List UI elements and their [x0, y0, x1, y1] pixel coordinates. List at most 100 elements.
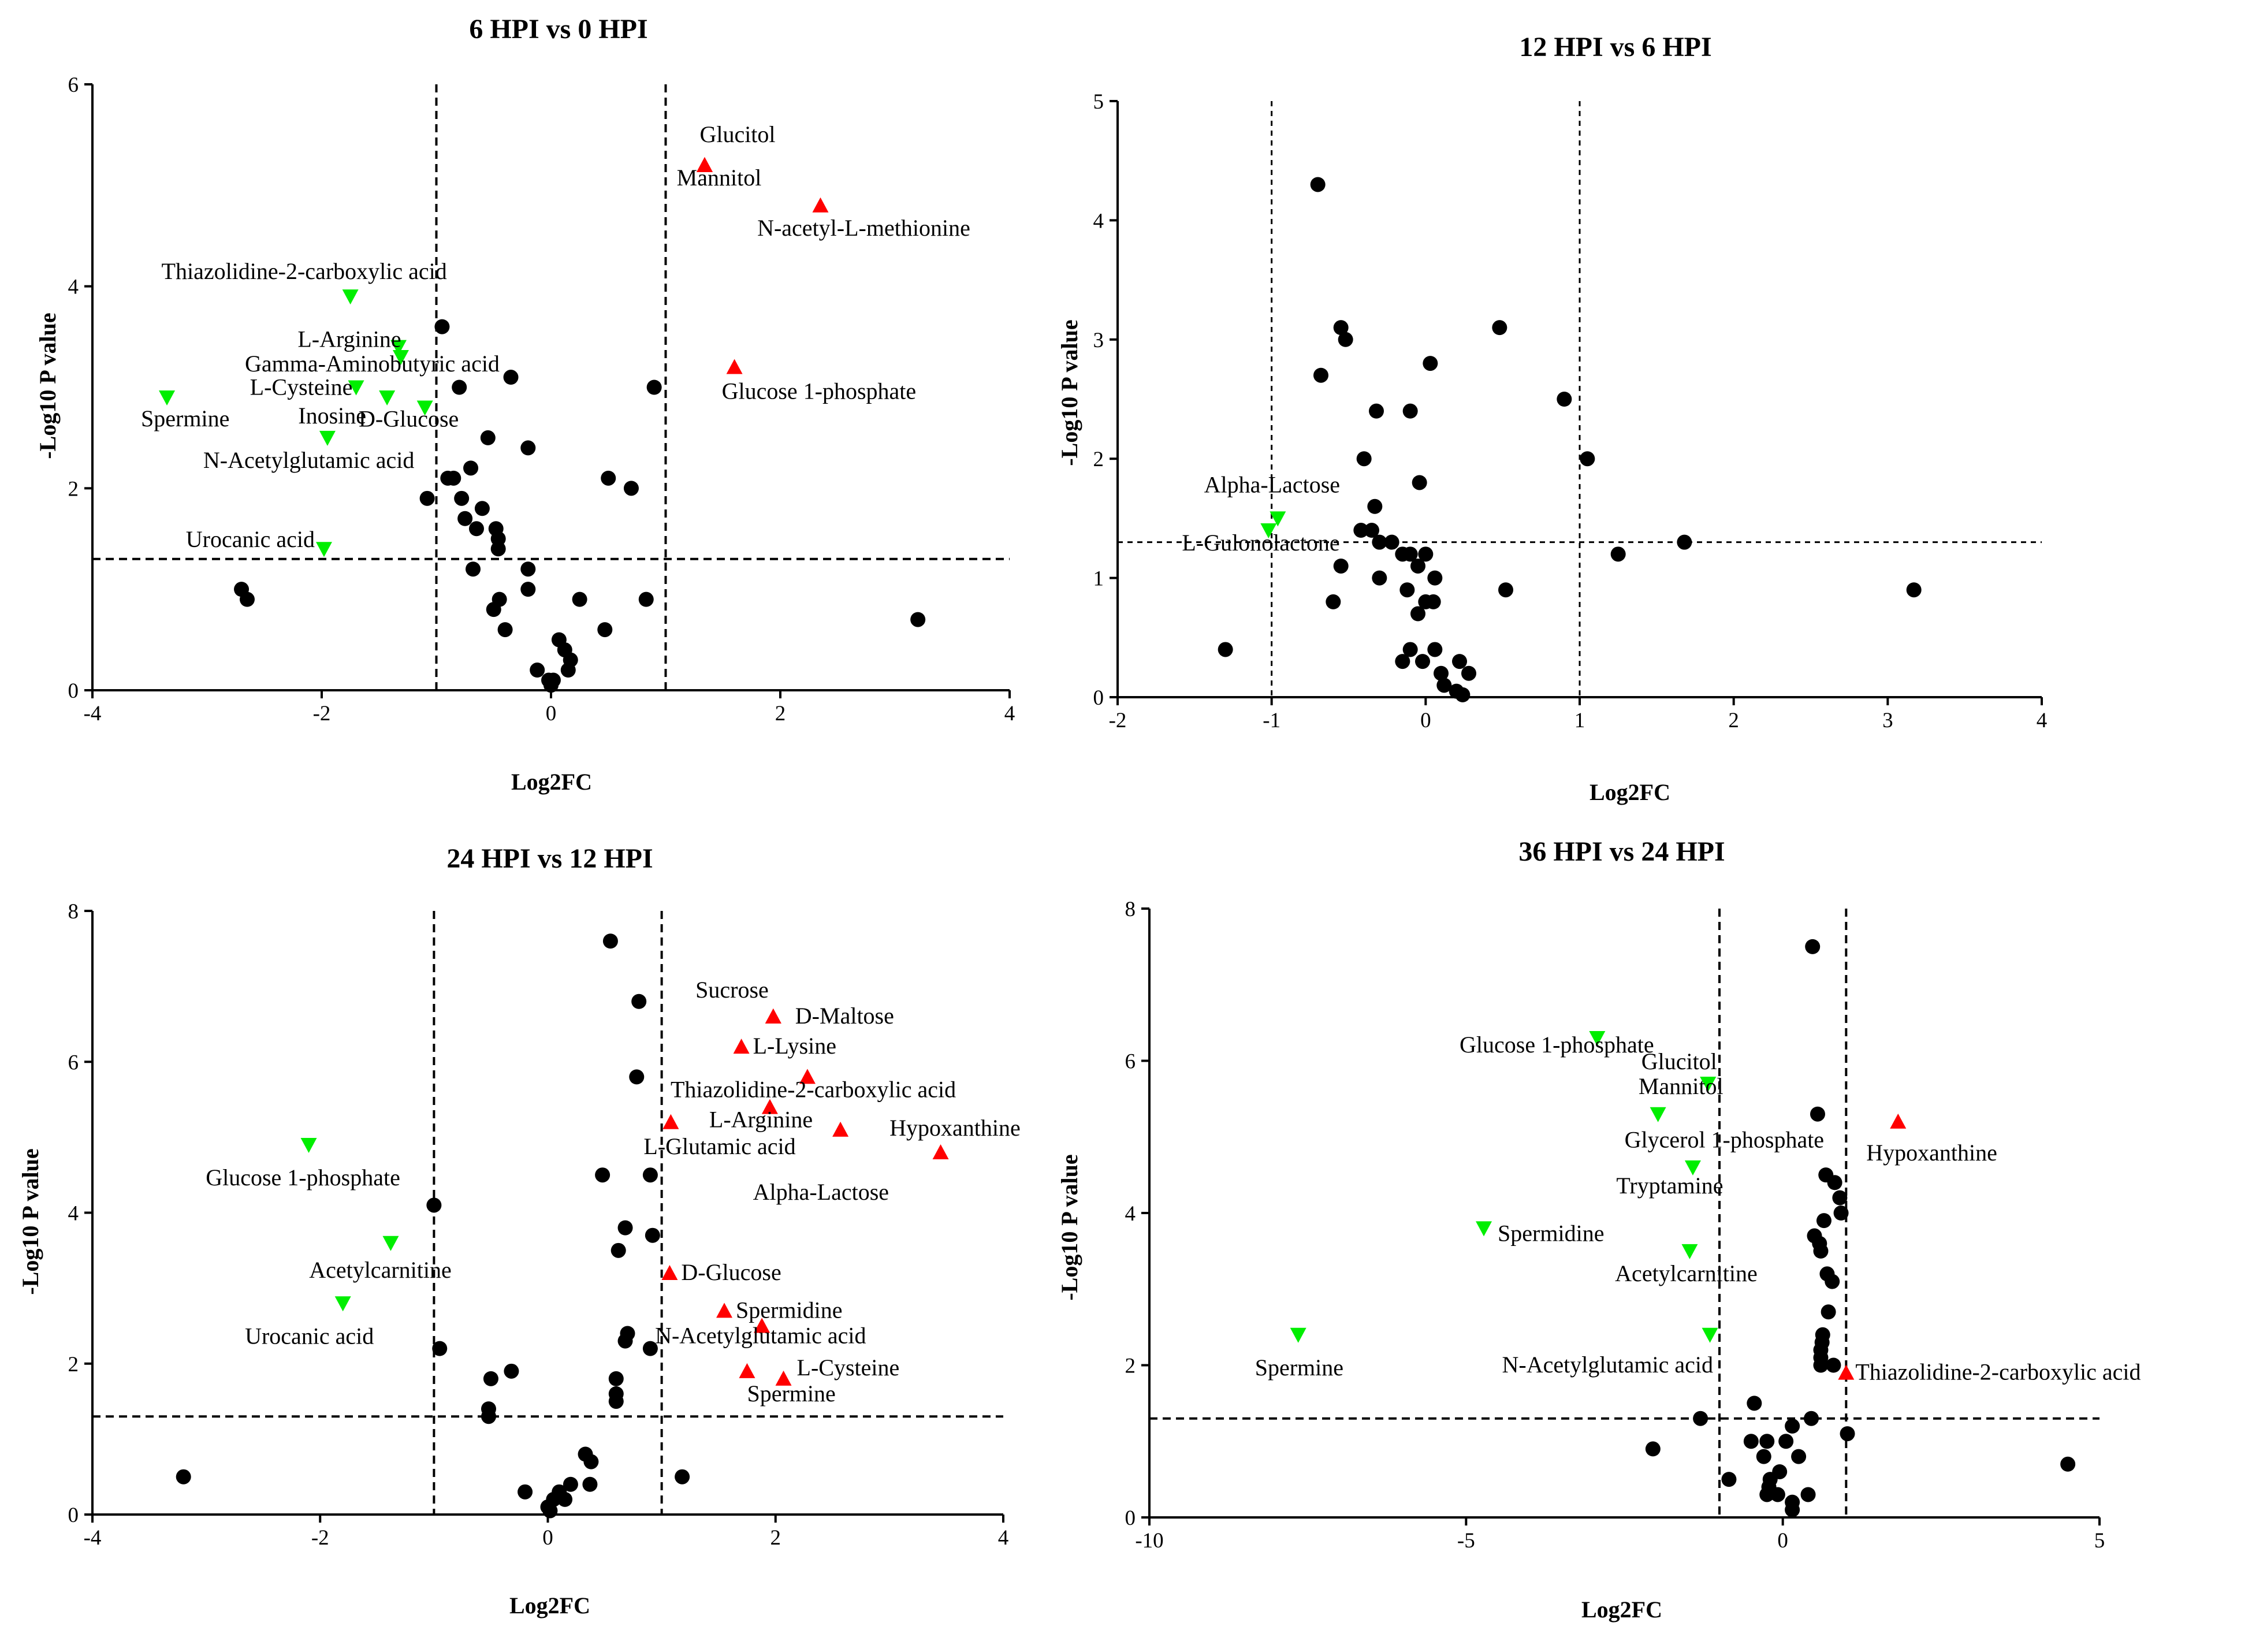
point-non-significant [1353, 523, 1369, 538]
point-downregulated [319, 430, 336, 446]
point-downregulated [315, 542, 332, 557]
point-upregulated [726, 359, 743, 374]
metabolite-label: Alpha-Lactose [1204, 471, 1340, 497]
point-non-significant [1395, 654, 1410, 669]
y-tick-label: 5 [1093, 90, 1104, 114]
metabolite-label: L-Arginine [297, 326, 401, 352]
point-downregulated [348, 380, 364, 396]
point-non-significant [1367, 498, 1383, 514]
point-non-significant [1813, 1243, 1829, 1259]
point-non-significant [463, 460, 479, 476]
y-tick-label: 6 [1125, 1050, 1136, 1074]
x-tick-label: 0 [1777, 1529, 1788, 1553]
point-non-significant [239, 591, 255, 607]
point-non-significant [1721, 1472, 1737, 1487]
point-upregulated [761, 1099, 778, 1114]
point-non-significant [504, 1363, 519, 1379]
point-non-significant [642, 1341, 658, 1356]
point-downregulated [159, 390, 176, 405]
point-non-significant [419, 490, 435, 506]
point-non-significant [542, 1503, 558, 1519]
y-tick-label: 6 [68, 1051, 79, 1074]
point-non-significant [1434, 665, 1449, 681]
x-tick-label: 4 [2037, 709, 2048, 732]
point-non-significant [595, 1167, 611, 1183]
point-non-significant [1313, 367, 1328, 383]
point-non-significant [646, 379, 662, 395]
point-non-significant [1800, 1487, 1816, 1502]
point-non-significant [518, 1484, 533, 1500]
metabolite-label: Inosine [298, 403, 366, 429]
point-non-significant [1423, 356, 1438, 371]
panel-6hpi-vs-0hpi: 6 HPI vs 0 HPI Log2FC -Log10 P value -4 -… [35, 14, 1015, 795]
point-non-significant [1791, 1449, 1807, 1464]
metabolite-label: Alpha-Lactose [753, 1179, 889, 1205]
point-non-significant [1610, 546, 1626, 562]
point-non-significant [645, 1227, 660, 1243]
point-non-significant [910, 612, 926, 627]
point-non-significant [452, 379, 467, 395]
point-non-significant [544, 678, 559, 693]
y-tick-label: 2 [1093, 448, 1104, 471]
point-upregulated [812, 197, 829, 213]
point-non-significant [1743, 1434, 1759, 1449]
x-axis-label: Log2FC [509, 1593, 590, 1618]
point-non-significant [631, 994, 647, 1009]
metabolite-label: Thiazolidine-2-carboxylic acid [162, 258, 447, 284]
point-non-significant [557, 1491, 573, 1507]
point-upregulated [716, 1303, 733, 1318]
y-tick-label: 4 [68, 276, 79, 299]
y-tick-label: 6 [68, 73, 79, 97]
point-upregulated [775, 1370, 792, 1386]
point-upregulated [932, 1144, 949, 1159]
point-upregulated [739, 1363, 755, 1378]
metabolite-label: Spermine [141, 405, 229, 431]
point-downregulated [416, 400, 433, 416]
point-downregulated [1702, 1327, 1718, 1343]
metabolite-label: Mannitol [1639, 1073, 1723, 1099]
point-non-significant [1338, 332, 1353, 347]
point-upregulated [1890, 1113, 1907, 1129]
y-tick-label: 1 [1093, 567, 1104, 591]
y-tick-label: 0 [68, 679, 79, 703]
point-non-significant [611, 1242, 626, 1258]
point-non-significant [1218, 642, 1233, 657]
point-non-significant [1810, 1106, 1825, 1122]
x-tick-label: -5 [1457, 1529, 1475, 1553]
point-non-significant [1906, 582, 1922, 598]
point-non-significant [1425, 594, 1441, 609]
x-tick-label: -2 [313, 702, 331, 725]
point-non-significant [1557, 392, 1572, 407]
point-non-significant [1410, 606, 1425, 622]
y-axis-label: -Log10 P value [35, 312, 61, 459]
point-non-significant [520, 440, 536, 456]
point-non-significant [582, 1476, 598, 1492]
point-non-significant [629, 1069, 645, 1085]
point-non-significant [1410, 558, 1425, 574]
metabolite-label: N-Acetylglutamic acid [655, 1322, 866, 1348]
point-upregulated [733, 1039, 750, 1054]
x-tick-label: -10 [1135, 1529, 1163, 1553]
point-non-significant [446, 470, 461, 486]
point-non-significant [1821, 1304, 1836, 1320]
y-tick-label: 4 [1125, 1202, 1136, 1226]
metabolite-label: Glucitol [1641, 1048, 1717, 1074]
metabolite-label: D-Glucose [359, 405, 459, 431]
metabolite-label: Urocanic acid [186, 526, 315, 552]
point-upregulated [754, 1318, 770, 1333]
point-non-significant [608, 1371, 624, 1386]
point-downregulated [334, 1296, 351, 1312]
point-non-significant [1326, 594, 1341, 609]
point-non-significant [560, 663, 576, 678]
point-upregulated [1838, 1364, 1855, 1380]
point-non-significant [490, 541, 506, 557]
point-downregulated [390, 340, 407, 355]
point-non-significant [1770, 1487, 1785, 1502]
y-tick-label: 3 [1093, 329, 1104, 352]
point-non-significant [454, 490, 470, 506]
point-non-significant [623, 481, 639, 496]
y-axis-label: -Log10 P value [17, 1148, 43, 1294]
point-non-significant [1747, 1396, 1762, 1411]
point-non-significant [1356, 451, 1372, 467]
metabolite-label: D-Glucose [681, 1259, 781, 1285]
